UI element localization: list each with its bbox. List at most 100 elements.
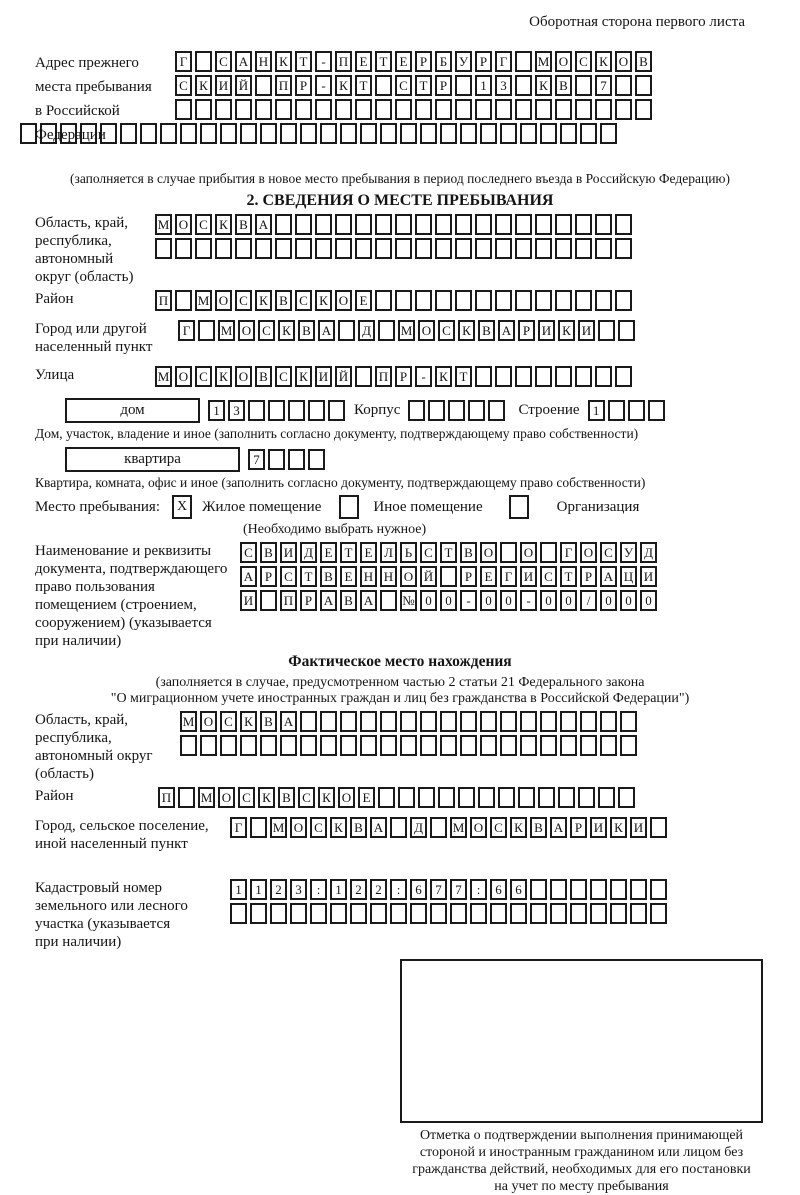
char-cell[interactable]: И xyxy=(590,817,607,838)
char-cell[interactable] xyxy=(460,123,477,144)
char-cell[interactable]: К xyxy=(535,75,552,96)
char-cell[interactable]: № xyxy=(400,590,417,611)
char-cell[interactable]: Е xyxy=(395,51,412,72)
char-cell[interactable] xyxy=(475,214,492,235)
char-cell[interactable]: А xyxy=(498,320,515,341)
char-cell[interactable]: 2 xyxy=(350,879,367,900)
char-cell[interactable]: М xyxy=(398,320,415,341)
char-cell[interactable] xyxy=(530,903,547,924)
char-cell[interactable] xyxy=(540,123,557,144)
char-cell[interactable] xyxy=(395,99,412,120)
char-cell[interactable] xyxy=(175,238,192,259)
char-cell[interactable] xyxy=(220,123,237,144)
char-cell[interactable]: К xyxy=(595,51,612,72)
char-cell[interactable] xyxy=(560,735,577,756)
char-cell[interactable]: Р xyxy=(295,75,312,96)
char-cell[interactable] xyxy=(300,711,317,732)
char-cell[interactable]: О xyxy=(218,787,235,808)
char-cell[interactable]: С xyxy=(575,51,592,72)
char-cell[interactable] xyxy=(595,366,612,387)
char-cell[interactable]: Г xyxy=(500,566,517,587)
char-cell[interactable] xyxy=(350,903,367,924)
char-cell[interactable]: П xyxy=(275,75,292,96)
char-cell[interactable]: С xyxy=(420,542,437,563)
char-cell[interactable]: А xyxy=(235,51,252,72)
char-cell[interactable] xyxy=(650,817,667,838)
char-cell[interactable]: 0 xyxy=(560,590,577,611)
char-cell[interactable] xyxy=(308,448,325,470)
char-cell[interactable] xyxy=(540,542,557,563)
char-cell[interactable] xyxy=(475,290,492,311)
char-cell[interactable] xyxy=(310,903,327,924)
char-cell[interactable] xyxy=(650,903,667,924)
char-cell[interactable]: Д xyxy=(300,542,317,563)
char-cell[interactable] xyxy=(380,123,397,144)
char-cell[interactable] xyxy=(340,735,357,756)
char-cell[interactable]: Ц xyxy=(620,566,637,587)
char-cell[interactable] xyxy=(378,320,395,341)
char-cell[interactable] xyxy=(355,366,372,387)
char-cell[interactable]: Т xyxy=(375,51,392,72)
char-cell[interactable]: Ь xyxy=(400,542,417,563)
char-cell[interactable]: О xyxy=(200,711,217,732)
char-cell[interactable] xyxy=(275,99,292,120)
char-cell[interactable] xyxy=(560,123,577,144)
char-cell[interactable]: А xyxy=(240,566,257,587)
char-cell[interactable] xyxy=(448,399,466,421)
char-cell[interactable] xyxy=(440,566,457,587)
char-cell[interactable] xyxy=(468,399,486,421)
char-cell[interactable] xyxy=(418,787,435,808)
char-cell[interactable]: О xyxy=(520,542,537,563)
char-cell[interactable]: К xyxy=(458,320,475,341)
char-cell[interactable] xyxy=(435,214,452,235)
char-cell[interactable] xyxy=(535,290,552,311)
char-cell[interactable]: Д xyxy=(640,542,657,563)
char-cell[interactable]: А xyxy=(255,214,272,235)
char-cell[interactable]: К xyxy=(258,787,275,808)
char-cell[interactable] xyxy=(488,399,506,421)
char-cell[interactable] xyxy=(415,214,432,235)
char-cell[interactable] xyxy=(520,123,537,144)
char-cell[interactable]: О xyxy=(335,290,352,311)
char-cell[interactable]: Т xyxy=(440,542,457,563)
char-cell[interactable] xyxy=(535,238,552,259)
char-cell[interactable] xyxy=(235,238,252,259)
char-cell[interactable]: С xyxy=(235,290,252,311)
char-cell[interactable]: С xyxy=(275,366,292,387)
char-cell[interactable] xyxy=(440,735,457,756)
char-cell[interactable] xyxy=(450,903,467,924)
char-cell[interactable]: 1 xyxy=(208,399,225,421)
char-cell[interactable]: О xyxy=(470,817,487,838)
char-cell[interactable] xyxy=(630,879,647,900)
char-cell[interactable] xyxy=(630,903,647,924)
char-cell[interactable]: Г xyxy=(495,51,512,72)
char-cell[interactable] xyxy=(235,99,252,120)
char-cell[interactable] xyxy=(435,99,452,120)
char-cell[interactable]: 7 xyxy=(248,448,265,470)
char-cell[interactable]: Р xyxy=(580,566,597,587)
char-cell[interactable] xyxy=(480,123,497,144)
char-cell[interactable]: 2 xyxy=(270,879,287,900)
char-cell[interactable]: И xyxy=(240,590,257,611)
char-cell[interactable]: П xyxy=(335,51,352,72)
char-cell[interactable]: С xyxy=(280,566,297,587)
char-cell[interactable] xyxy=(428,399,446,421)
char-cell[interactable]: О xyxy=(615,51,632,72)
char-cell[interactable] xyxy=(550,903,567,924)
char-cell[interactable] xyxy=(288,399,305,421)
char-cell[interactable]: В xyxy=(278,787,295,808)
char-cell[interactable] xyxy=(360,711,377,732)
char-cell[interactable] xyxy=(420,711,437,732)
checkbox-inoe-pomeshchenie[interactable] xyxy=(339,495,360,519)
char-cell[interactable] xyxy=(390,903,407,924)
char-cell[interactable]: В xyxy=(320,566,337,587)
char-cell[interactable] xyxy=(380,735,397,756)
char-cell[interactable]: Т xyxy=(355,75,372,96)
char-cell[interactable]: Е xyxy=(355,51,372,72)
char-cell[interactable]: С xyxy=(195,214,212,235)
char-cell[interactable] xyxy=(320,123,337,144)
char-cell[interactable] xyxy=(458,787,475,808)
char-cell[interactable]: О xyxy=(580,542,597,563)
char-cell[interactable]: И xyxy=(640,566,657,587)
char-cell[interactable] xyxy=(355,214,372,235)
